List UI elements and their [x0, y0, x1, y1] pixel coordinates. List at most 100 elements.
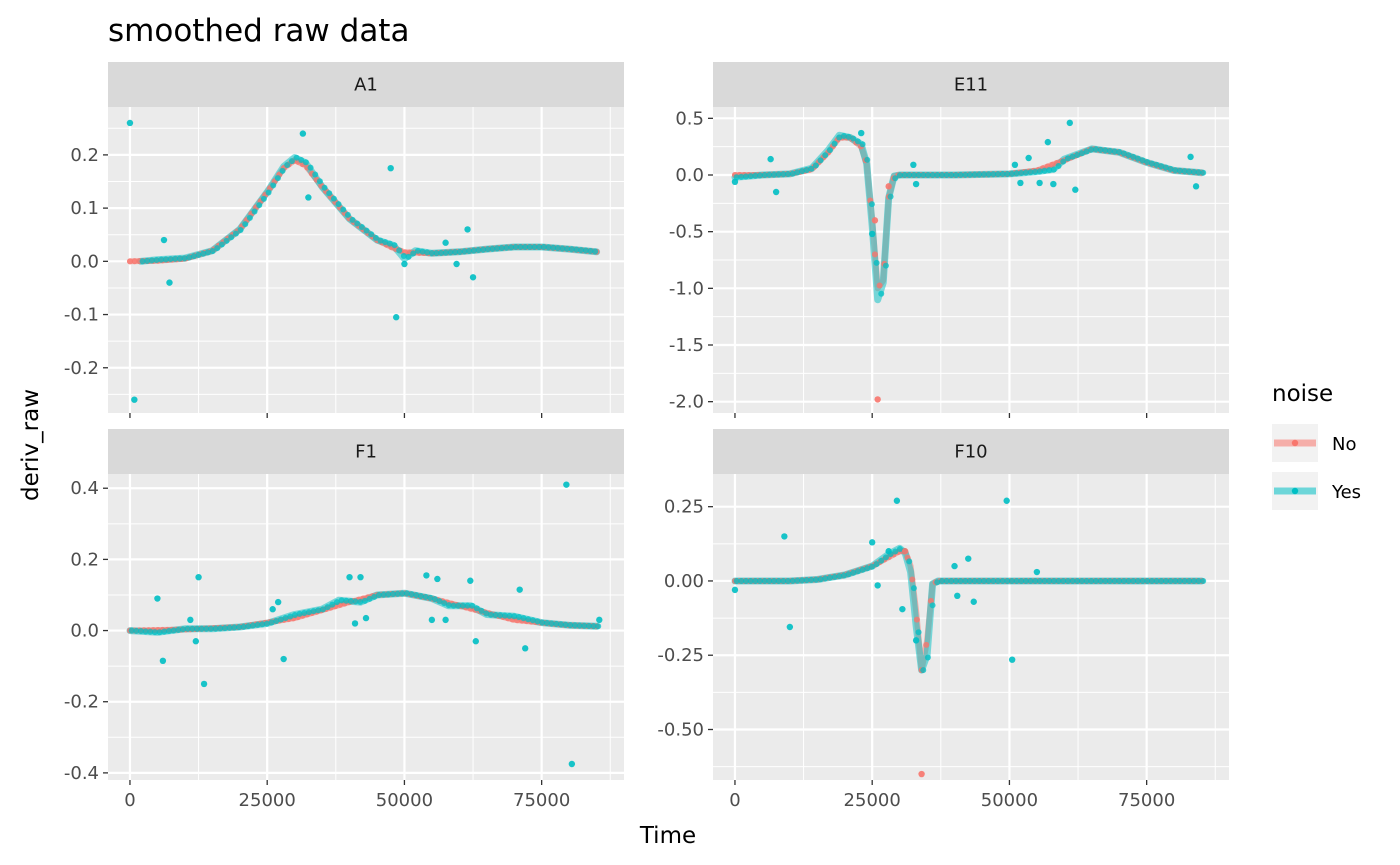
point-yes — [447, 249, 454, 256]
point-yes — [1153, 161, 1160, 168]
chart-title: smoothed raw data — [108, 13, 409, 49]
outlier-yes — [965, 555, 972, 562]
x-tick-label: 50000 — [376, 790, 433, 811]
point-yes — [971, 577, 978, 584]
point-yes — [380, 591, 387, 598]
point-yes — [366, 595, 373, 602]
point-yes — [170, 627, 177, 634]
point-yes — [738, 173, 745, 180]
point-yes — [399, 590, 406, 597]
point-yes — [389, 591, 396, 598]
point-yes — [181, 255, 188, 262]
point-yes — [938, 172, 945, 178]
point-yes — [585, 622, 592, 629]
point-yes — [214, 245, 221, 252]
point-yes — [999, 577, 1006, 584]
point-yes — [564, 245, 571, 252]
point-yes — [1139, 577, 1146, 584]
outlier-yes — [970, 598, 977, 605]
point-yes — [1069, 577, 1076, 584]
point-yes — [539, 619, 546, 626]
facet-strip — [713, 429, 1229, 474]
point-yes — [822, 575, 829, 582]
x-tick-label: 75000 — [1118, 790, 1175, 811]
point-yes — [221, 625, 228, 632]
y-tick-label: 0.2 — [70, 549, 99, 570]
point-yes — [859, 566, 866, 573]
x-tick-label: 0 — [124, 790, 135, 811]
outlier-yes — [596, 616, 603, 624]
point-yes — [461, 248, 468, 255]
point-yes — [780, 171, 787, 178]
point-yes — [198, 625, 205, 632]
outlier-yes — [280, 655, 287, 663]
point-yes — [441, 600, 448, 607]
point-yes — [385, 591, 392, 598]
point-yes — [352, 598, 359, 605]
point-yes — [1060, 158, 1067, 165]
point-yes — [394, 590, 401, 597]
point-yes — [321, 184, 328, 191]
point-yes — [910, 585, 917, 592]
point-yes — [1050, 577, 1057, 584]
point-yes — [466, 247, 473, 254]
point-yes — [840, 572, 847, 579]
point-yes — [840, 132, 847, 139]
point-yes — [976, 171, 983, 178]
point-yes — [775, 577, 782, 584]
facet-strip — [713, 62, 1229, 107]
point-yes — [1148, 577, 1155, 584]
y-tick-label: -0.1 — [64, 305, 99, 326]
outlier-yes — [954, 592, 961, 600]
outlier-yes — [434, 575, 441, 583]
point-yes — [316, 178, 323, 185]
y-tick-label: 0.0 — [70, 621, 99, 642]
point-yes — [501, 612, 508, 619]
outlier-yes — [568, 760, 576, 768]
point-yes — [934, 172, 941, 178]
point-yes — [231, 624, 238, 631]
point-yes — [831, 140, 838, 147]
point-yes — [957, 171, 964, 178]
point-yes — [240, 623, 247, 630]
x-axis-title: Time — [639, 823, 696, 849]
point-yes — [850, 569, 857, 576]
point-yes — [994, 171, 1001, 178]
point-yes — [263, 620, 270, 627]
point-yes — [752, 172, 759, 179]
outlier-yes — [893, 497, 901, 504]
point-yes — [251, 208, 258, 215]
point-yes — [948, 172, 955, 178]
point-yes — [803, 577, 810, 584]
point-yes — [1004, 577, 1011, 584]
outlier-yes — [1008, 656, 1016, 663]
y-tick-label: -0.2 — [64, 692, 99, 713]
point-yes — [438, 249, 445, 256]
point-yes — [896, 546, 903, 553]
point-yes — [1167, 165, 1174, 172]
point-yes — [1120, 577, 1127, 584]
x-tick-label: 25000 — [239, 790, 296, 811]
point-yes — [938, 577, 945, 584]
point-yes — [484, 246, 491, 253]
point-yes — [571, 622, 578, 629]
point-yes — [358, 224, 365, 231]
point-yes — [990, 171, 997, 178]
point-yes — [349, 216, 356, 223]
point-yes — [195, 251, 202, 258]
point-yes — [568, 246, 575, 253]
point-yes — [517, 243, 524, 250]
outlier-yes — [131, 396, 138, 403]
point-yes — [1116, 577, 1123, 584]
facet-strip-label: A1 — [354, 75, 378, 96]
x-tick-label: 50000 — [981, 790, 1038, 811]
point-yes — [892, 548, 899, 555]
point-yes — [175, 626, 182, 633]
point-yes — [1008, 577, 1015, 584]
point-yes — [1008, 170, 1015, 177]
point-yes — [1200, 577, 1207, 584]
outlier-yes — [305, 194, 312, 201]
point-yes — [873, 561, 880, 568]
outlier-yes — [563, 481, 570, 488]
point-yes — [357, 598, 364, 605]
